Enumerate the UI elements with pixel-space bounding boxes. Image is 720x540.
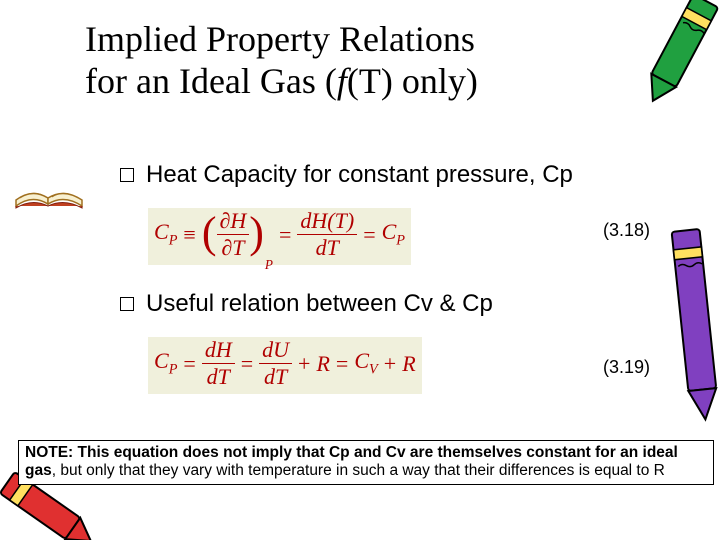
page-title: Implied Property Relations for an Ideal … bbox=[85, 18, 675, 103]
note-rest: , but only that they vary with temperatu… bbox=[52, 462, 665, 479]
bullet-1: Heat Capacity for constant pressure, Cp bbox=[120, 160, 680, 190]
equation-318: CP ≡ ( ∂H ∂T ) P = dH(T) bbox=[148, 208, 411, 265]
equation-319: CP = dH dT = dU dT + R = bbox=[148, 337, 422, 394]
equation-number-318: (3.18) bbox=[603, 220, 650, 241]
slide: { "title": { "line1": "Implied Property … bbox=[0, 0, 720, 540]
title-line1: Implied Property Relations bbox=[85, 19, 475, 59]
title-line2-post: (T) only) bbox=[347, 61, 478, 101]
bullet-2-text: Useful relation between Cv & Cp bbox=[146, 289, 493, 319]
bullet-square-icon bbox=[120, 168, 134, 182]
bullet-square-icon bbox=[120, 297, 134, 311]
equation-number-319: (3.19) bbox=[603, 357, 650, 378]
title-line2-pre: for an Ideal Gas ( bbox=[85, 61, 337, 101]
bullet-1-text: Heat Capacity for constant pressure, Cp bbox=[146, 160, 573, 190]
content-area: Heat Capacity for constant pressure, Cp … bbox=[120, 160, 680, 418]
note-box: NOTE: This equation does not imply that … bbox=[18, 440, 714, 485]
equation-319-row: CP = dH dT = dU dT + R = bbox=[148, 337, 680, 394]
title-f-italic: f bbox=[337, 61, 347, 101]
book-icon bbox=[10, 158, 90, 213]
bullet-2: Useful relation between Cv & Cp bbox=[120, 289, 680, 319]
equation-318-row: CP ≡ ( ∂H ∂T ) P = dH(T) bbox=[148, 208, 680, 265]
